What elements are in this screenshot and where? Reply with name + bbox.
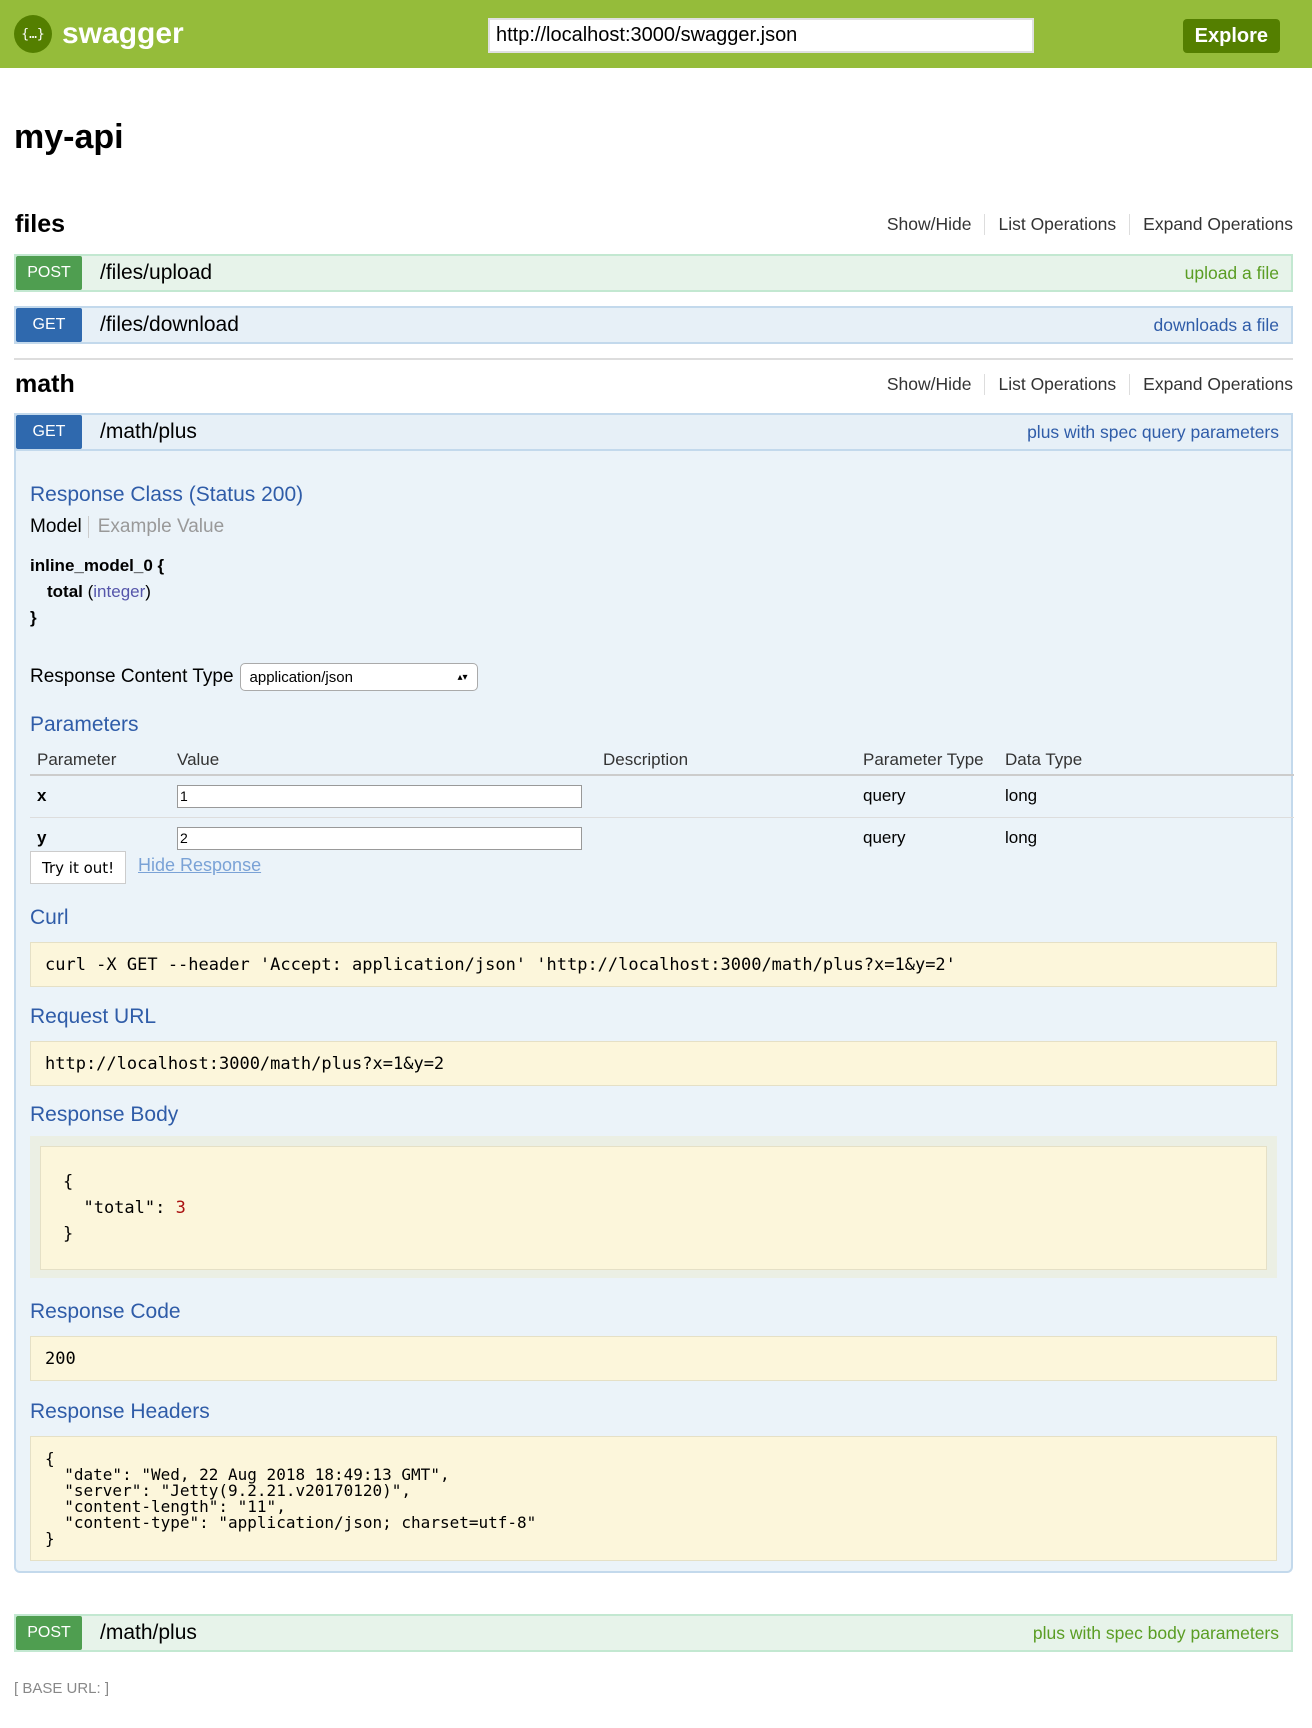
request-url: http://localhost:3000/math/plus?x=1&y=2 bbox=[45, 1053, 445, 1074]
operation-get-files-download[interactable]: GET /files/download downloads a file bbox=[14, 306, 1293, 344]
content-type-select[interactable]: application/json ▴▾ bbox=[239, 663, 478, 691]
col-parameter: Parameter bbox=[30, 745, 170, 776]
response-body: { "total": 3 } bbox=[40, 1146, 1267, 1270]
select-value: application/json bbox=[249, 668, 353, 686]
operation-summary[interactable]: upload a file bbox=[1184, 262, 1279, 283]
json-key: "total": bbox=[63, 1198, 176, 1218]
response-content-type: Response Content Type application/json ▴▾ bbox=[30, 663, 478, 691]
response-code: 200 bbox=[45, 1348, 76, 1369]
section-title[interactable]: math bbox=[15, 370, 75, 398]
section-files-header: files Show/Hide List Operations Expand O… bbox=[15, 210, 1293, 239]
section-title[interactable]: files bbox=[15, 210, 66, 238]
select-arrows-icon: ▴▾ bbox=[457, 671, 468, 683]
model-field: total bbox=[47, 582, 83, 601]
curl-command: curl -X GET --header 'Accept: applicatio… bbox=[45, 954, 956, 975]
list-operations-link[interactable]: List Operations bbox=[985, 374, 1131, 395]
method-badge: GET bbox=[16, 415, 82, 449]
operation-path[interactable]: /math/plus bbox=[100, 1621, 197, 1644]
swagger-logo-icon: {…} bbox=[14, 15, 52, 53]
response-headers-title: Response Headers bbox=[30, 1400, 210, 1423]
request-url-title: Request URL bbox=[30, 1005, 157, 1028]
parameters-table: Parameter Value Description Parameter Ty… bbox=[30, 745, 1294, 859]
response-code-block: 200 bbox=[30, 1336, 1277, 1381]
col-parameter-type: Parameter Type bbox=[856, 745, 998, 776]
tab-model[interactable]: Model bbox=[30, 516, 89, 538]
curl-title: Curl bbox=[30, 906, 69, 929]
table-row: x query long bbox=[30, 775, 1294, 818]
request-url-block: http://localhost:3000/math/plus?x=1&y=2 bbox=[30, 1041, 1277, 1086]
tab-example-value[interactable]: Example Value bbox=[97, 516, 225, 537]
operation-path[interactable]: /files/upload bbox=[100, 261, 213, 284]
param-x-input[interactable] bbox=[177, 784, 582, 808]
operation-summary[interactable]: plus with spec query parameters bbox=[1027, 421, 1279, 442]
operation-post-math-plus[interactable]: POST /math/plus plus with spec body para… bbox=[14, 1614, 1293, 1652]
operation-details: Response Class (Status 200) Model Exampl… bbox=[14, 451, 1294, 1573]
explore-button[interactable]: Explore bbox=[1182, 19, 1280, 53]
expand-operations-link[interactable]: Expand Operations bbox=[1143, 374, 1293, 394]
col-data-type: Data Type bbox=[998, 745, 1294, 776]
model-name: inline_model_0 { bbox=[30, 556, 165, 575]
param-name: y bbox=[37, 828, 47, 848]
method-badge: GET bbox=[16, 308, 82, 342]
model-close: } bbox=[30, 608, 37, 627]
response-body-wrapper: { "total": 3 } bbox=[30, 1136, 1277, 1278]
operation-path[interactable]: /math/plus bbox=[100, 420, 197, 443]
json-open: { bbox=[63, 1172, 74, 1192]
list-operations-link[interactable]: List Operations bbox=[985, 214, 1131, 235]
response-code-title: Response Code bbox=[30, 1300, 181, 1323]
spec-url-input[interactable] bbox=[488, 18, 1034, 53]
method-badge: POST bbox=[16, 1616, 82, 1650]
operation-summary[interactable]: downloads a file bbox=[1153, 314, 1280, 335]
method-badge: POST bbox=[16, 256, 82, 290]
section-divider bbox=[14, 358, 1293, 360]
parameters-title: Parameters bbox=[30, 713, 139, 736]
show-hide-link[interactable]: Show/Hide bbox=[874, 214, 986, 235]
operation-post-files-upload[interactable]: POST /files/upload upload a file bbox=[14, 254, 1293, 292]
rct-label: Response Content Type bbox=[30, 666, 234, 687]
data-type: long bbox=[998, 775, 1294, 818]
base-url: [ BASE URL: ] bbox=[14, 1680, 110, 1697]
model-schema: inline_model_0 { total (integer) } bbox=[30, 556, 165, 627]
show-hide-link[interactable]: Show/Hide bbox=[874, 374, 986, 395]
col-value: Value bbox=[170, 745, 596, 776]
operation-summary[interactable]: plus with spec body parameters bbox=[1032, 1622, 1279, 1643]
param-y-input[interactable] bbox=[177, 826, 582, 850]
api-title: my-api bbox=[14, 118, 124, 156]
field-type: integer bbox=[93, 582, 146, 601]
section-math-header: math Show/Hide List Operations Expand Op… bbox=[15, 370, 1293, 399]
operation-get-math-plus[interactable]: GET /math/plus plus with spec query para… bbox=[14, 413, 1293, 451]
response-headers: { "date": "Wed, 22 Aug 2018 18:49:13 GMT… bbox=[45, 1448, 537, 1548]
expand-operations-link[interactable]: Expand Operations bbox=[1143, 214, 1293, 234]
operation-path[interactable]: /files/download bbox=[100, 313, 239, 336]
response-class-title: Response Class (Status 200) bbox=[30, 483, 304, 506]
param-type: query bbox=[856, 775, 998, 818]
json-value: 3 bbox=[175, 1198, 186, 1218]
hide-response-link[interactable]: Hide Response bbox=[138, 855, 262, 875]
curl-block: curl -X GET --header 'Accept: applicatio… bbox=[30, 942, 1277, 987]
top-bar: {…} swagger Explore bbox=[0, 0, 1312, 68]
data-type: long bbox=[1005, 828, 1038, 848]
response-body-title: Response Body bbox=[30, 1103, 179, 1126]
param-name: x bbox=[37, 786, 47, 806]
json-close: } bbox=[63, 1224, 74, 1244]
col-description: Description bbox=[596, 745, 856, 776]
swagger-logo[interactable]: {…} swagger bbox=[14, 15, 184, 53]
try-it-out-button[interactable]: Try it out! bbox=[30, 851, 127, 884]
table-row: y query long bbox=[30, 817, 1294, 859]
logo-text: swagger bbox=[62, 17, 184, 50]
param-type: query bbox=[863, 828, 906, 848]
response-headers-block: { "date": "Wed, 22 Aug 2018 18:49:13 GMT… bbox=[30, 1436, 1277, 1561]
